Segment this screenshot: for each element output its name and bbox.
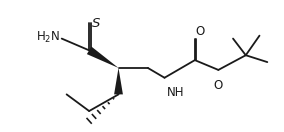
- Text: H$_2$N: H$_2$N: [36, 30, 60, 45]
- Text: S: S: [92, 17, 101, 30]
- Polygon shape: [114, 68, 123, 94]
- Text: O: O: [196, 25, 205, 38]
- Text: NH: NH: [166, 86, 184, 99]
- Polygon shape: [87, 47, 118, 68]
- Text: O: O: [214, 79, 223, 92]
